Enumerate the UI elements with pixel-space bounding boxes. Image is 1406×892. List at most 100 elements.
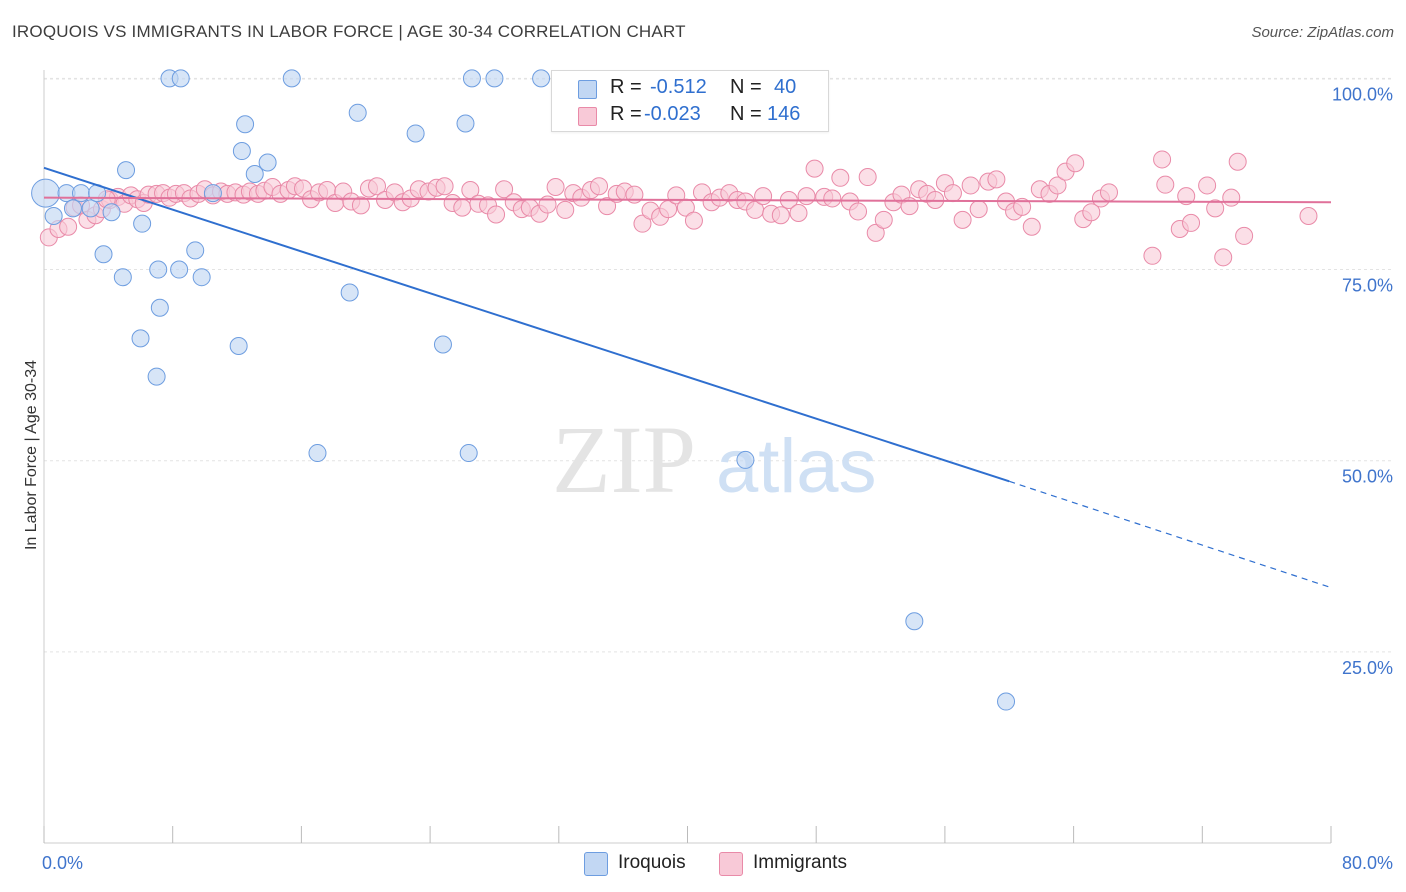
iroquois-point bbox=[192, 268, 211, 287]
iroquois-point bbox=[997, 692, 1016, 711]
iroquois-point bbox=[170, 260, 189, 279]
immigrants-point bbox=[1235, 226, 1254, 245]
immigrants-legend-swatch bbox=[719, 852, 743, 876]
iroquois-legend-label: Iroquois bbox=[618, 852, 686, 873]
immigrants-point bbox=[1066, 154, 1085, 173]
immigrants-point bbox=[556, 200, 575, 219]
iroquois-point bbox=[117, 161, 136, 180]
iroquois-point bbox=[133, 214, 152, 233]
iroquois-point bbox=[63, 199, 82, 218]
watermark-zip: ZIP bbox=[552, 406, 696, 513]
iroquois-swatch bbox=[578, 80, 597, 99]
iroquois-trendline bbox=[43, 166, 1010, 483]
iroquois-points bbox=[31, 69, 1016, 711]
iroquois-point bbox=[94, 245, 113, 264]
gridlines bbox=[44, 77, 1393, 653]
immigrants-point bbox=[987, 170, 1006, 189]
chart-title: IROQUOIS VS IMMIGRANTS IN LABOR FORCE | … bbox=[12, 22, 686, 41]
y-tick-label: 75.0% bbox=[1342, 276, 1393, 296]
source-label: Source: ZipAtlas.com bbox=[1251, 24, 1394, 41]
immigrants-point bbox=[953, 210, 972, 229]
iroquois-point bbox=[72, 184, 91, 203]
immigrants-point bbox=[495, 180, 514, 199]
iroquois-point bbox=[102, 203, 121, 222]
r-label: R = bbox=[610, 76, 642, 98]
immigrants-point bbox=[453, 198, 472, 217]
immigrants-point bbox=[546, 177, 565, 196]
stats-box: R = -0.512 N = 40 R = -0.023 N = 146 bbox=[551, 70, 829, 132]
immigrants-point bbox=[590, 177, 609, 196]
immigrants-point bbox=[1206, 199, 1225, 218]
immigrants-point bbox=[771, 206, 790, 225]
immigrants-point bbox=[1222, 188, 1241, 207]
y-tick-label: 100.0% bbox=[1332, 84, 1393, 104]
immigrants-point bbox=[1214, 248, 1233, 267]
immigrants-point bbox=[1013, 197, 1032, 216]
iroquois-point bbox=[31, 178, 61, 208]
immigrants-point bbox=[368, 177, 387, 196]
immigrants-point bbox=[754, 187, 773, 206]
immigrants-point bbox=[961, 176, 980, 195]
iroquois-point bbox=[147, 367, 166, 386]
iroquois-point bbox=[348, 103, 367, 122]
iroquois-point bbox=[532, 69, 551, 88]
iroquois-point bbox=[44, 207, 63, 226]
iroquois-point bbox=[131, 329, 150, 348]
immigrants-point bbox=[849, 202, 868, 221]
x-tick-label-end: 80.0% bbox=[1342, 853, 1393, 873]
immigrants-point bbox=[1022, 217, 1041, 236]
immigrants-point bbox=[943, 184, 962, 203]
immigrants-point bbox=[866, 223, 885, 242]
r-value: -0.512 bbox=[650, 76, 707, 98]
iroquois-point bbox=[736, 450, 755, 469]
immigrants-point bbox=[598, 197, 617, 216]
immigrants-legend-label: Immigrants bbox=[753, 852, 847, 873]
iroquois-point bbox=[462, 69, 481, 88]
iroquois-point bbox=[433, 335, 452, 354]
immigrants-point bbox=[1177, 187, 1196, 206]
y-tick-label: 25.0% bbox=[1342, 658, 1393, 678]
immigrants-point bbox=[351, 196, 370, 215]
n-value: 40 bbox=[774, 76, 797, 98]
immigrants-point bbox=[1228, 152, 1247, 171]
iroquois-legend-swatch bbox=[584, 852, 608, 876]
iroquois-point bbox=[340, 283, 359, 302]
n-label: N = bbox=[730, 103, 762, 125]
immigrants-point bbox=[487, 205, 506, 224]
iroquois-point bbox=[229, 337, 248, 356]
iroquois-point bbox=[459, 444, 478, 463]
immigrants-points bbox=[39, 150, 1318, 267]
immigrants-point bbox=[805, 159, 824, 178]
iroquois-point bbox=[236, 115, 255, 134]
immigrants-point bbox=[59, 217, 78, 236]
immigrants-point bbox=[1082, 203, 1101, 222]
immigrants-point bbox=[684, 211, 703, 230]
iroquois-point bbox=[150, 298, 169, 317]
immigrants-point bbox=[1299, 207, 1318, 226]
immigrants-point bbox=[1048, 176, 1067, 195]
iroquois-trendline-extension bbox=[1009, 480, 1332, 589]
r-value: -0.023 bbox=[644, 103, 701, 125]
immigrants-point bbox=[858, 168, 877, 187]
iroquois-point bbox=[905, 612, 924, 631]
iroquois-point bbox=[485, 69, 504, 88]
immigrants-point bbox=[900, 197, 919, 216]
immigrants-point bbox=[823, 189, 842, 208]
immigrants-point bbox=[1156, 175, 1175, 194]
immigrants-point bbox=[633, 214, 652, 233]
iroquois-point bbox=[406, 124, 425, 143]
immigrants-trendline bbox=[43, 196, 1332, 204]
immigrants-point bbox=[789, 203, 808, 222]
y-tick-label: 50.0% bbox=[1342, 467, 1393, 487]
iroquois-point bbox=[113, 268, 132, 287]
x-tick-label-start: 0.0% bbox=[42, 853, 83, 873]
iroquois-point bbox=[258, 153, 277, 172]
n-value: 146 bbox=[767, 103, 801, 125]
immigrants-point bbox=[969, 200, 988, 219]
r-label: R = bbox=[610, 103, 642, 125]
stats-row-iroquois: R = -0.512 N = 40 bbox=[552, 76, 828, 102]
immigrants-point bbox=[1143, 246, 1162, 265]
iroquois-point bbox=[232, 142, 251, 161]
n-label: N = bbox=[730, 76, 762, 98]
